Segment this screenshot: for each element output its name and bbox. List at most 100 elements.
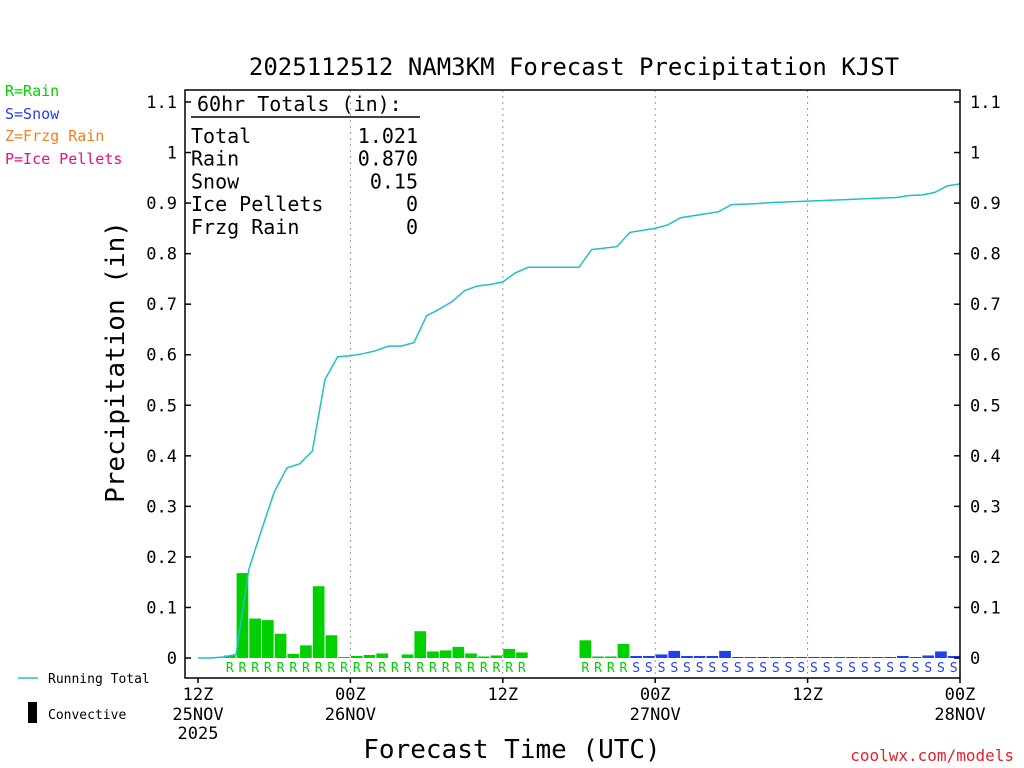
precip-bar-hour-17 [401,654,414,658]
precip-bar-hour-9 [300,645,312,658]
y-tick-label-left-10: 1 [167,144,177,164]
totals-box: 60hr Totals (in): Total 1.021 Rain 0.870 Sno… [191,92,420,239]
x-tick-label-4: 12Z [792,685,823,705]
x-tick-label-0: 12Z [183,685,214,705]
x-tick-date-0: 25NOV [172,705,223,725]
precip-bar-hour-23 [477,656,490,658]
y-tick-label-left-3: 0.3 [146,497,177,517]
y-tick-label-right-3: 0.3 [970,497,1001,517]
precip-bar-hour-46 [770,657,782,658]
ptype-letter-hour-13: R [353,661,361,676]
ptype-letter-hour-41: S [708,661,716,676]
running-total-legend-label: Running Total [48,672,150,687]
precip-bar-hour-38 [668,650,681,658]
y-tick-label-left-2: 0.2 [146,548,177,568]
ptype-letter-hour-21: R [454,661,462,676]
ptype-letter-hour-48: S [797,661,805,676]
y-tick-label-left-11: 1.1 [146,93,177,113]
precip-bar-hour-13 [350,655,363,658]
precip-bar-hour-52 [846,657,858,658]
totals-label-3: Ice Pellets [191,192,323,216]
totals-value-0: 1.021 [358,124,418,148]
ptype-letter-hour-32: R [594,661,602,676]
y-tick-label-right-9: 0.9 [970,194,1001,214]
running-total-line-group [198,183,961,659]
ptype-letter-hour-14: R [366,661,374,676]
ptype-letter-hour-33: R [607,661,615,676]
x-tick-year-0: 2025 [178,724,219,744]
ptype-letter-hour-44: S [747,661,755,676]
y-tick-label-left-7: 0.7 [146,295,177,315]
precip-bar-hour-3 [223,655,236,658]
ptype-letter-hour-42: S [721,661,729,676]
precip-bar-hour-60 [947,655,960,658]
ptype-letter-hour-5: R [251,661,259,676]
totals-label-0: Total [191,124,251,148]
ptype-letter-hour-37: S [658,661,666,676]
x-tick-date-1: 26NOV [325,705,376,725]
ptype-letter-hour-55: S [886,661,894,676]
totals-label-4: Frzg Rain [191,215,299,239]
precip-bar-hour-20 [439,650,452,658]
ptype-letter-hour-26: R [518,661,526,676]
ptype-letter-hour-34: R [620,661,628,676]
ptype-letter-hour-7: R [277,661,285,676]
precip-bar-hour-57 [909,657,922,658]
precip-bar-hour-59 [935,651,947,658]
y-tick-label-right-5: 0.5 [970,396,1001,416]
precip-bar-hour-45 [757,656,769,658]
ptype-letter-hour-50: S [823,661,831,676]
ptype-letter-hour-59: S [937,661,945,676]
y-tick-label-right-4: 0.4 [970,447,1001,467]
legend-ice-pellets: P=Ice Pellets [5,150,122,168]
ptype-letter-hour-43: S [734,661,742,676]
precip-bar-hour-56 [897,655,909,658]
precip-bar-hour-50 [820,657,833,658]
x-tick-label-3: 00Z [640,685,671,705]
watermark: coolwx.com/models [850,746,1014,765]
ptype-letter-hour-38: S [670,661,678,676]
ptype-letter-hour-53: S [861,661,869,676]
ptype-letter-hour-15: R [378,661,386,676]
precip-bar-hour-33 [604,656,617,658]
precip-bar-hour-32 [592,656,604,658]
precip-bar-hour-37 [655,654,668,658]
y-tick-label-left-6: 0.6 [146,346,177,366]
ptype-letter-hour-17: R [404,661,412,676]
precip-bar-hour-39 [681,655,693,658]
precip-bar-hour-51 [833,657,846,658]
precip-bar-hour-26 [516,652,528,658]
ptype-letter-hour-9: R [302,661,310,676]
precip-bar-hour-43 [731,657,744,658]
ptype-letter-hour-46: S [772,661,780,676]
ptype-letter-hour-52: S [848,661,856,676]
chart-title: 2025112512 NAM3KM Forecast Precipitation… [249,53,899,81]
precip-bar-hour-11 [325,635,338,658]
ptype-letter-hour-47: S [785,661,793,676]
ptype-letter-hour-51: S [835,661,843,676]
precip-bar-hour-6 [262,620,274,658]
precip-bar-hour-21 [452,646,465,658]
ptype-letter-hour-10: R [315,661,323,676]
totals-value-2: 0.15 [370,169,418,193]
legend-frzg-rain: Z=Frzg Rain [5,127,104,145]
ptype-letter-hour-22: R [467,661,475,676]
precip-bar-hour-25 [503,648,515,658]
y-tick-label-right-2: 0.2 [970,548,1001,568]
convective-legend-swatch [28,702,37,723]
totals-heading: 60hr Totals (in): [197,92,402,116]
y-tick-label-right-1: 0.1 [970,598,1001,618]
ptype-letter-hour-3: R [226,661,234,676]
ptype-letter-hour-6: R [264,661,272,676]
y-axis-label: Precipitation (in) [101,221,131,503]
totals-value-3: 0 [406,192,418,216]
precip-bar-hour-34 [617,643,630,658]
ptype-legend: R=Rain S=Snow Z=Frzg Rain P=Ice Pellets [5,82,122,168]
totals-value-4: 0 [406,215,418,239]
legend-snow: S=Snow [5,105,60,123]
plot-frame [184,89,961,679]
y-tick-label-right-8: 0.8 [970,245,1001,265]
ptype-letter-hour-19: R [429,661,437,676]
